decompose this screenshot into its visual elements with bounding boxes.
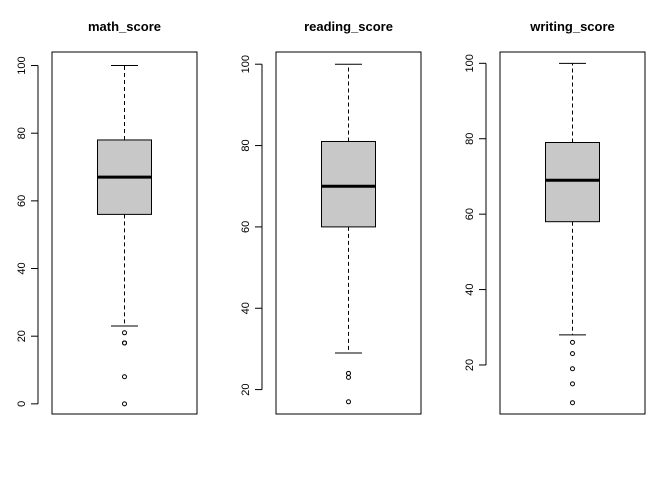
y-tick-label: 20: [464, 359, 476, 371]
outlier-point: [570, 366, 575, 372]
y-tick-label: 40: [464, 283, 476, 295]
outlier-point: [570, 351, 575, 357]
y-tick-label: 60: [16, 195, 28, 207]
y-tick-label: 100: [240, 55, 252, 73]
outlier-point: [346, 374, 351, 380]
outlier-point: [570, 381, 575, 387]
outlier-point: [346, 399, 351, 405]
y-tick-label: 100: [16, 56, 28, 74]
panel-title: reading_score: [304, 19, 393, 34]
y-tick-label: 80: [16, 127, 28, 139]
iqr-box: [545, 142, 600, 223]
y-tick-label: 20: [240, 383, 252, 395]
y-tick-label: 80: [464, 133, 476, 145]
outlier-point: [122, 374, 127, 380]
outlier-point: [570, 339, 575, 345]
y-tick-label: 60: [240, 221, 252, 233]
panel-title: writing_score: [529, 19, 615, 34]
outlier-point: [570, 400, 575, 406]
outlier-point: [122, 340, 127, 346]
boxplot-panel: math_score 0 20 40 60 80 100: [16, 19, 198, 415]
plot-frame: [275, 51, 422, 415]
y-tick-label: 100: [464, 54, 476, 72]
outlier-point: [122, 401, 127, 407]
outlier-point: [122, 330, 127, 336]
y-tick-label: 80: [240, 139, 252, 151]
plot-frame: [51, 51, 198, 415]
plot-frame: [499, 51, 646, 415]
iqr-box: [321, 140, 376, 228]
y-tick-label: 60: [464, 208, 476, 220]
y-tick-label: 20: [16, 330, 28, 342]
y-tick-label: 40: [240, 302, 252, 314]
boxplot-panel: reading_score 20 40 60 80 100: [240, 19, 422, 415]
panel-title: math_score: [88, 19, 161, 34]
y-tick-label: 40: [16, 262, 28, 274]
y-tick-label: 0: [16, 401, 28, 407]
outlier-point: [346, 370, 351, 376]
boxplot-panel: writing_score 20 40 60 80 100: [464, 19, 646, 415]
